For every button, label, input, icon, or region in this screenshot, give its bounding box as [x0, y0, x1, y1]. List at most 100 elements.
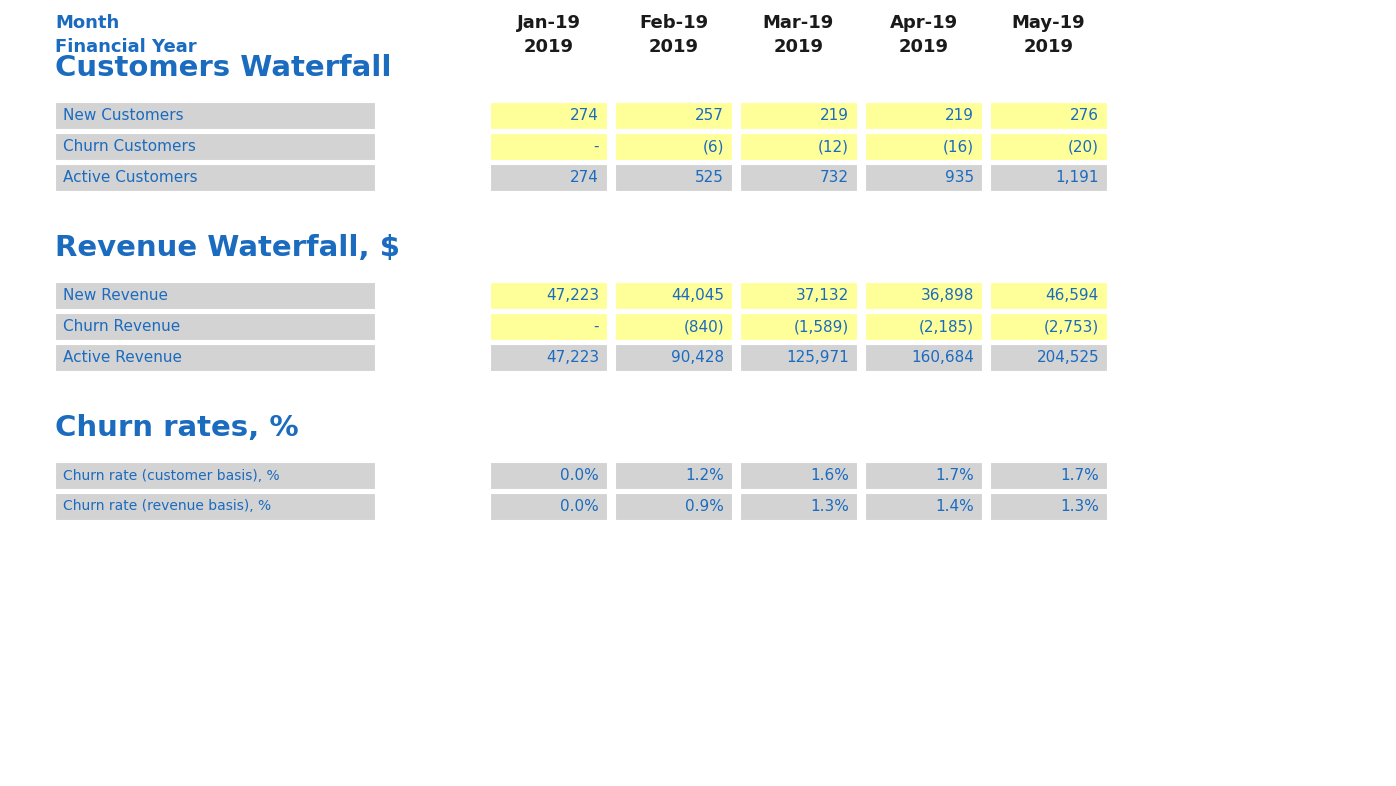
- Text: 2019: 2019: [773, 38, 824, 56]
- FancyBboxPatch shape: [740, 133, 857, 160]
- Text: (20): (20): [1068, 139, 1099, 154]
- FancyBboxPatch shape: [54, 462, 376, 489]
- Text: 525: 525: [695, 170, 725, 185]
- FancyBboxPatch shape: [616, 493, 732, 520]
- FancyBboxPatch shape: [490, 133, 607, 160]
- Text: (2,185): (2,185): [919, 319, 974, 334]
- Text: May-19: May-19: [1012, 14, 1085, 32]
- FancyBboxPatch shape: [990, 102, 1107, 129]
- Text: New Revenue: New Revenue: [63, 288, 168, 303]
- Text: 1.4%: 1.4%: [935, 499, 974, 514]
- FancyBboxPatch shape: [990, 493, 1107, 520]
- Text: (6): (6): [702, 139, 725, 154]
- FancyBboxPatch shape: [490, 164, 607, 191]
- Text: (2,753): (2,753): [1044, 319, 1099, 334]
- FancyBboxPatch shape: [54, 102, 376, 129]
- Text: 219: 219: [819, 108, 849, 123]
- Text: 219: 219: [945, 108, 974, 123]
- FancyBboxPatch shape: [54, 344, 376, 371]
- FancyBboxPatch shape: [490, 462, 607, 489]
- Text: 1.3%: 1.3%: [810, 499, 849, 514]
- FancyBboxPatch shape: [866, 344, 981, 371]
- Text: 47,223: 47,223: [546, 350, 599, 365]
- Text: 1,191: 1,191: [1055, 170, 1099, 185]
- FancyBboxPatch shape: [490, 102, 607, 129]
- FancyBboxPatch shape: [616, 282, 732, 309]
- Text: 1.2%: 1.2%: [685, 468, 725, 483]
- Text: 0.0%: 0.0%: [560, 499, 599, 514]
- Text: 36,898: 36,898: [920, 288, 974, 303]
- Text: (1,589): (1,589): [794, 319, 849, 334]
- Text: 0.0%: 0.0%: [560, 468, 599, 483]
- Text: 2019: 2019: [524, 38, 574, 56]
- FancyBboxPatch shape: [990, 282, 1107, 309]
- Text: 276: 276: [1069, 108, 1099, 123]
- FancyBboxPatch shape: [490, 344, 607, 371]
- FancyBboxPatch shape: [866, 164, 981, 191]
- Text: 37,132: 37,132: [796, 288, 849, 303]
- Text: Financial Year: Financial Year: [54, 38, 197, 56]
- Text: 46,594: 46,594: [1046, 288, 1099, 303]
- FancyBboxPatch shape: [616, 462, 732, 489]
- Text: 257: 257: [695, 108, 725, 123]
- FancyBboxPatch shape: [866, 282, 981, 309]
- Text: 125,971: 125,971: [786, 350, 849, 365]
- FancyBboxPatch shape: [54, 282, 376, 309]
- Text: 1.6%: 1.6%: [810, 468, 849, 483]
- FancyBboxPatch shape: [990, 344, 1107, 371]
- Text: Month: Month: [54, 14, 119, 32]
- FancyBboxPatch shape: [54, 164, 376, 191]
- FancyBboxPatch shape: [54, 493, 376, 520]
- Text: Jan-19: Jan-19: [517, 14, 581, 32]
- Text: Active Revenue: Active Revenue: [63, 350, 181, 365]
- FancyBboxPatch shape: [740, 344, 857, 371]
- FancyBboxPatch shape: [740, 462, 857, 489]
- FancyBboxPatch shape: [866, 462, 981, 489]
- FancyBboxPatch shape: [616, 344, 732, 371]
- Text: Churn Revenue: Churn Revenue: [63, 319, 180, 334]
- FancyBboxPatch shape: [990, 164, 1107, 191]
- Text: Churn Customers: Churn Customers: [63, 139, 195, 154]
- Text: Churn rates, %: Churn rates, %: [54, 414, 299, 442]
- FancyBboxPatch shape: [866, 102, 981, 129]
- FancyBboxPatch shape: [490, 282, 607, 309]
- FancyBboxPatch shape: [866, 493, 981, 520]
- FancyBboxPatch shape: [54, 133, 376, 160]
- Text: (840): (840): [684, 319, 725, 334]
- Text: 2019: 2019: [649, 38, 698, 56]
- FancyBboxPatch shape: [54, 313, 376, 340]
- Text: 47,223: 47,223: [546, 288, 599, 303]
- Text: 935: 935: [945, 170, 974, 185]
- Text: 204,525: 204,525: [1036, 350, 1099, 365]
- Text: 160,684: 160,684: [912, 350, 974, 365]
- Text: 44,045: 44,045: [671, 288, 725, 303]
- FancyBboxPatch shape: [616, 133, 732, 160]
- Text: -: -: [593, 319, 599, 334]
- Text: Feb-19: Feb-19: [639, 14, 708, 32]
- Text: Churn rate (customer basis), %: Churn rate (customer basis), %: [63, 468, 279, 483]
- Text: 274: 274: [570, 108, 599, 123]
- FancyBboxPatch shape: [740, 102, 857, 129]
- FancyBboxPatch shape: [740, 164, 857, 191]
- Text: (16): (16): [942, 139, 974, 154]
- FancyBboxPatch shape: [866, 133, 981, 160]
- Text: 2019: 2019: [899, 38, 948, 56]
- Text: -: -: [593, 139, 599, 154]
- Text: New Customers: New Customers: [63, 108, 184, 123]
- Text: Apr-19: Apr-19: [889, 14, 958, 32]
- FancyBboxPatch shape: [990, 462, 1107, 489]
- Text: 732: 732: [819, 170, 849, 185]
- FancyBboxPatch shape: [740, 493, 857, 520]
- FancyBboxPatch shape: [866, 313, 981, 340]
- FancyBboxPatch shape: [740, 282, 857, 309]
- Text: 274: 274: [570, 170, 599, 185]
- Text: Customers Waterfall: Customers Waterfall: [54, 54, 391, 82]
- Text: 1.3%: 1.3%: [1060, 499, 1099, 514]
- Text: 2019: 2019: [1023, 38, 1074, 56]
- FancyBboxPatch shape: [990, 313, 1107, 340]
- Text: (12): (12): [818, 139, 849, 154]
- FancyBboxPatch shape: [490, 313, 607, 340]
- Text: Mar-19: Mar-19: [762, 14, 835, 32]
- Text: Revenue Waterfall, $: Revenue Waterfall, $: [54, 234, 401, 262]
- Text: Active Customers: Active Customers: [63, 170, 198, 185]
